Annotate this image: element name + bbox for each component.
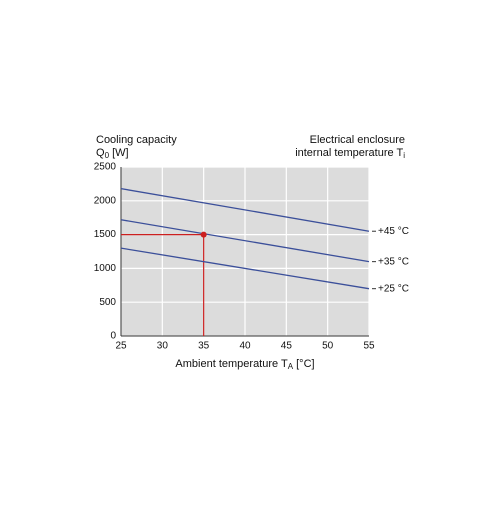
y-tick-label: 1000 bbox=[94, 263, 117, 274]
x-tick-label: 25 bbox=[115, 341, 127, 352]
unit: [°C] bbox=[293, 358, 315, 370]
legend-title: Electrical enclosure bbox=[310, 134, 405, 146]
series-label: +45 °C bbox=[378, 226, 409, 237]
series-line bbox=[120, 219, 370, 263]
series-line bbox=[120, 187, 370, 232]
subscript: 0 bbox=[105, 151, 110, 160]
y-title: Cooling capacity bbox=[96, 134, 177, 146]
subscript: A bbox=[288, 362, 294, 371]
x-label-text: Ambient temperature T bbox=[175, 358, 288, 370]
x-tick-label: 35 bbox=[198, 341, 210, 352]
subscript: i bbox=[403, 151, 405, 160]
unit: [W] bbox=[109, 147, 129, 159]
series-label: +25 °C bbox=[378, 283, 409, 294]
legend-title-text: internal temperature T bbox=[295, 147, 403, 159]
series-line bbox=[120, 247, 370, 290]
series-label: +35 °C bbox=[378, 256, 409, 267]
y-tick-label: 2500 bbox=[94, 162, 117, 173]
x-tick-label: 40 bbox=[239, 341, 251, 352]
x-label: Ambient temperature TA [°C] bbox=[175, 358, 314, 371]
x-tick-label: 45 bbox=[281, 341, 293, 352]
marker bbox=[200, 231, 207, 238]
legend-title: internal temperature Ti bbox=[295, 147, 405, 160]
x-tick-label: 55 bbox=[363, 341, 375, 352]
x-tick-label: 50 bbox=[322, 341, 334, 352]
y-unit: Q0 [W] bbox=[96, 147, 129, 160]
y-tick-label: 2000 bbox=[94, 195, 117, 206]
y-tick-label: 500 bbox=[99, 297, 116, 308]
y-tick-label: 1500 bbox=[94, 229, 117, 240]
y-tick-label: 0 bbox=[110, 331, 116, 342]
symbol: Q bbox=[96, 147, 105, 159]
x-tick-label: 30 bbox=[157, 341, 169, 352]
